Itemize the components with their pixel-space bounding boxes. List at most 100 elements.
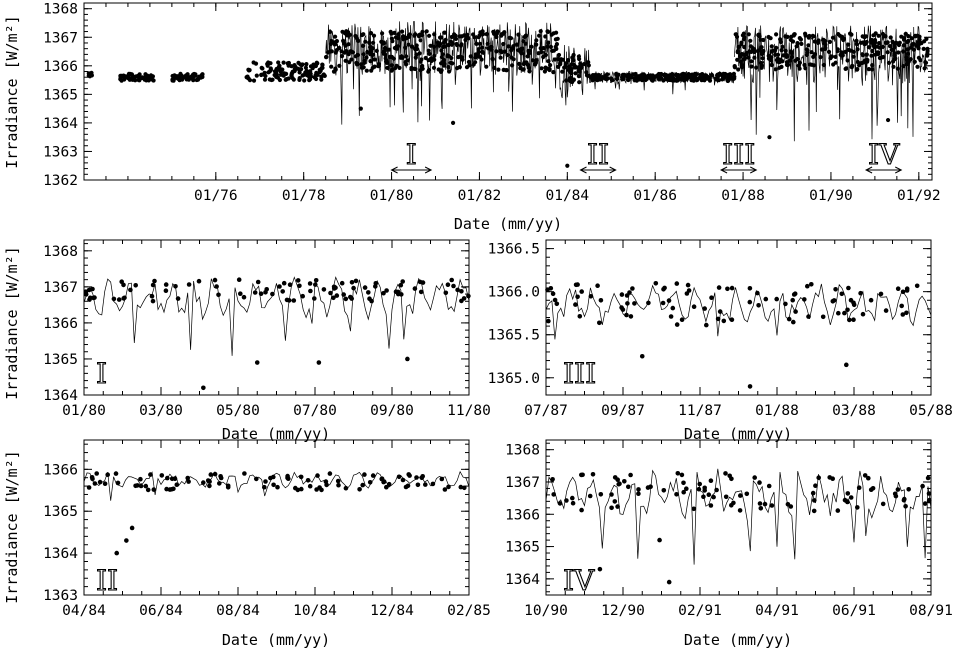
dip-point [767,135,772,140]
data-point [858,290,863,296]
data-point [198,75,203,80]
data-point [802,297,807,302]
data-point [890,39,895,44]
data-point [254,73,259,78]
y-axis: 1364 1365 1366 1367 1368 [505,443,931,593]
x-axis-label: Date (mm/yy) [222,631,330,649]
data-point [548,286,554,291]
data-point [319,74,324,79]
data-point [165,475,170,481]
data-point [927,497,932,503]
data-point [150,298,156,304]
data-point [163,288,169,294]
y-tick-label: 1362 [43,173,78,189]
data-point [773,52,778,57]
data-point [626,77,631,83]
x-tick-label: 12/84 [370,603,414,619]
x-tick-label: 08/84 [216,603,260,619]
data-point [445,282,451,288]
data-point [130,77,135,82]
data-point [632,301,637,306]
data-point [331,286,337,291]
data-point [709,295,714,301]
data-point [866,67,872,72]
x-tick-label: 01/80 [370,188,414,204]
data-point [622,479,627,484]
x-tick-label: 06/84 [139,603,183,619]
data-point [756,303,761,308]
x-axis: 04/84 06/84 08/84 10/84 12/84 02/85 [62,440,491,619]
y-tick-label: 1366 [43,462,78,478]
data-point [386,481,392,487]
data-point [339,280,345,286]
data-point [806,314,811,319]
data-point [136,77,141,83]
data-point [626,484,631,490]
data-point [577,56,582,62]
data-point [573,302,578,307]
data-point [757,480,762,485]
data-point [700,72,705,77]
data-point [148,73,154,78]
data-point [466,59,471,65]
data-point [396,474,402,480]
y-tick-label: 1365 [43,504,78,520]
data-point [313,73,318,78]
data-point [868,297,874,303]
data-point [417,33,422,38]
data-point [619,292,625,297]
data-point [856,485,862,491]
data-point [617,481,622,487]
data-point [331,69,337,74]
data-point [791,319,796,325]
data-layer [86,20,930,168]
data-point [560,69,565,74]
data-point [543,65,548,70]
y-tick-label: 1368 [43,244,78,260]
data-point [759,49,764,54]
x-tick-label: 01/80 [62,403,106,419]
data-point [833,54,838,60]
data-point [684,291,690,296]
data-point [495,29,500,34]
data-point [924,36,929,42]
data-point [691,506,697,512]
data-point [697,481,702,487]
data-point [457,65,462,70]
data-point [906,38,911,44]
data-point [920,483,925,489]
data-point [609,505,614,511]
data-point [646,300,651,306]
data-point [284,71,289,76]
data-point [725,286,730,292]
data-point [459,298,464,304]
data-point [83,292,89,297]
data-point [609,492,614,497]
data-point [780,59,785,64]
data-point [255,279,261,285]
data-point [281,280,287,286]
data-point [414,475,419,480]
data-point [779,48,784,53]
dip-point [885,117,891,123]
data-point [384,484,389,490]
data-point [906,34,911,39]
data-point [846,285,851,291]
data-point [914,283,920,289]
data-point [588,294,594,299]
x-axis-label: Date (mm/yy) [684,631,792,649]
data-point [295,487,301,493]
irradiance-line [588,70,735,95]
data-point [327,471,333,476]
interval-markers: I II III IV [390,137,903,174]
data-point [919,41,924,46]
data-point [415,482,421,488]
data-point [840,34,845,40]
data-point [786,316,792,322]
data-point [331,295,336,301]
data-point [577,80,582,85]
data-point [895,487,901,492]
panel-interval-III: 07/87 09/87 11/87 01/88 03/88 05/88 1365.0136… [488,239,953,443]
data-point [196,278,202,284]
